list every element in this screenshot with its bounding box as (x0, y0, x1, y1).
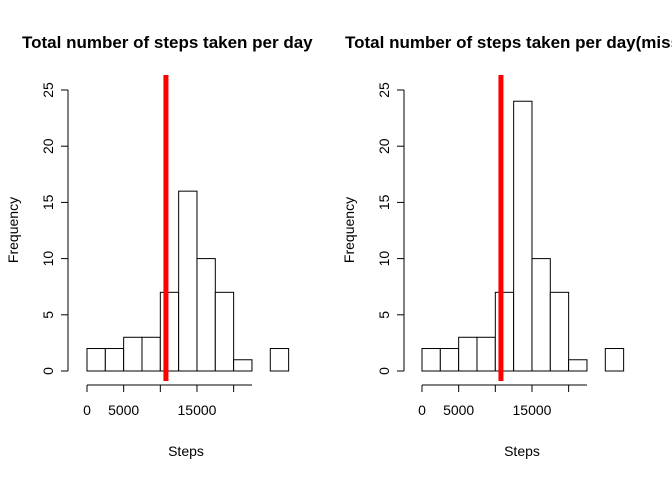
y-tick-label-right-5: 5 (376, 311, 392, 319)
histogram-bar-left-7 (214, 291, 235, 372)
histogram-bar-left-5 (178, 190, 198, 372)
histogram-bar-right-7 (549, 291, 570, 372)
x-tick-label-left-5000: 5000 (108, 402, 139, 418)
histogram-bar-left-2 (123, 336, 143, 372)
histogram-bar-right-4 (494, 291, 515, 372)
histogram-bar-right-1 (439, 348, 460, 372)
histogram-bar-left-10 (269, 348, 290, 372)
y-tick-label-left-25: 25 (40, 82, 56, 98)
x-axis-label-left: Steps (168, 443, 204, 459)
y-tick-label-right-15: 15 (376, 194, 392, 210)
chart-title-right: Total number of steps taken per day(miss… (345, 33, 672, 52)
x-tick-label-right-5000: 5000 (443, 402, 474, 418)
histogram-bar-right-3 (476, 336, 496, 372)
chart-title-left: Total number of steps taken per day (22, 33, 313, 52)
histogram-panel-right: Steps Frequency 0 5 10 15 20 25 0 5000 15000 (341, 75, 625, 459)
histogram-bar-left-3 (141, 336, 161, 372)
y-tick-label-right-25: 25 (376, 82, 392, 98)
x-tick-label-right-15000: 15000 (513, 402, 552, 418)
histogram-bar-right-0 (421, 348, 441, 372)
y-axis-label-right: Frequency (341, 197, 357, 263)
x-tick-label-left-0: 0 (83, 402, 91, 418)
y-tick-label-right-10: 10 (376, 251, 392, 267)
histogram-panel-left: Total number of steps taken per day Step… (5, 33, 313, 459)
histogram-bar-left-1 (104, 348, 125, 372)
histogram-bar-right-8 (568, 359, 588, 372)
histogram-bar-left-4 (159, 291, 180, 372)
y-tick-label-left-0: 0 (40, 367, 56, 375)
x-tick-label-left-15000: 15000 (178, 402, 217, 418)
histogram-bar-left-6 (196, 258, 216, 372)
histogram-bar-right-2 (458, 336, 478, 372)
histogram-bar-right-10 (604, 348, 625, 372)
histogram-bar-right-5 (513, 100, 533, 372)
histogram-bar-right-6 (531, 258, 551, 372)
y-tick-label-right-20: 20 (376, 138, 392, 154)
y-tick-label-left-10: 10 (40, 251, 56, 267)
x-tick-label-right-0: 0 (418, 402, 426, 418)
y-tick-label-left-15: 15 (40, 194, 56, 210)
y-tick-label-right-0: 0 (376, 367, 392, 375)
histogram-bar-left-0 (86, 348, 106, 372)
histogram-bar-left-8 (233, 359, 253, 372)
y-axis-label-left: Frequency (5, 197, 21, 263)
y-tick-label-left-5: 5 (40, 311, 56, 319)
x-axis-label-right: Steps (504, 443, 540, 459)
y-tick-label-left-20: 20 (40, 138, 56, 154)
